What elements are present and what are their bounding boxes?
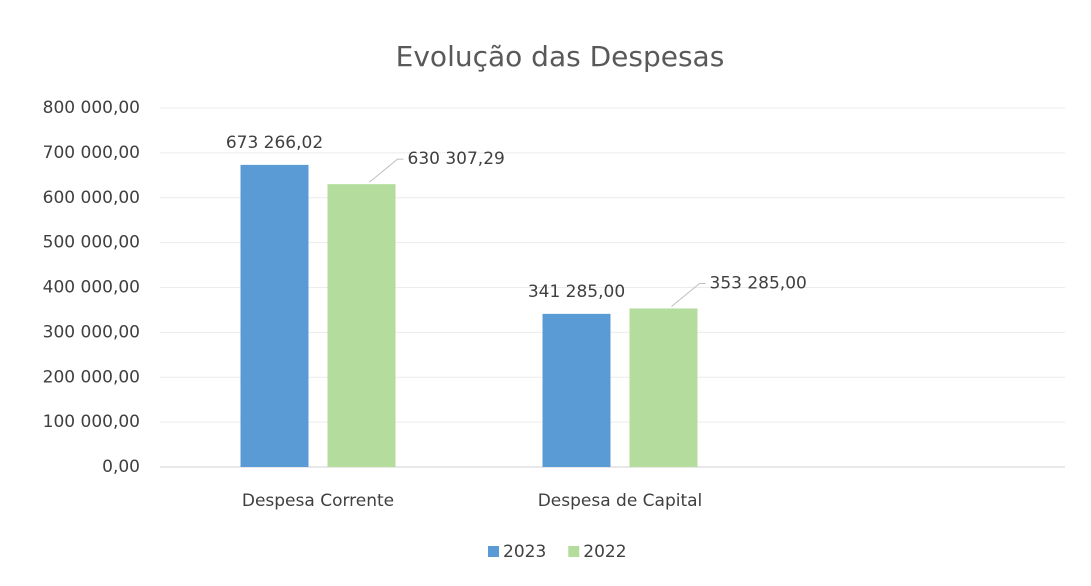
y-tick-label: 300 000,00 bbox=[43, 322, 140, 342]
leader-line bbox=[369, 158, 404, 183]
data-label: 673 266,02 bbox=[226, 133, 323, 153]
leader-line bbox=[671, 282, 706, 307]
y-tick-label: 200 000,00 bbox=[43, 367, 140, 387]
y-tick-label: 100 000,00 bbox=[43, 412, 140, 432]
legend-swatch bbox=[568, 546, 580, 557]
bar bbox=[327, 184, 396, 467]
data-label: 630 307,29 bbox=[408, 149, 505, 169]
legend-label: 2022 bbox=[583, 542, 626, 562]
legend-label: 2023 bbox=[503, 542, 546, 562]
x-tick-label: Despesa Corrente bbox=[242, 491, 394, 511]
bar bbox=[629, 308, 698, 467]
y-tick-label: 600 000,00 bbox=[43, 188, 140, 208]
y-tick-label: 0,00 bbox=[102, 457, 140, 477]
x-tick-label: Despesa de Capital bbox=[538, 491, 703, 511]
y-tick-label: 700 000,00 bbox=[43, 143, 140, 163]
y-tick-label: 500 000,00 bbox=[43, 233, 140, 253]
y-tick-label: 800 000,00 bbox=[43, 98, 140, 118]
bar bbox=[240, 164, 309, 467]
data-label: 353 285,00 bbox=[710, 273, 807, 293]
data-label: 341 285,00 bbox=[528, 282, 625, 302]
bar bbox=[542, 313, 611, 467]
chart-title: Evolução das Despesas bbox=[396, 40, 725, 73]
legend-swatch bbox=[488, 546, 499, 557]
y-tick-label: 400 000,00 bbox=[43, 278, 140, 298]
